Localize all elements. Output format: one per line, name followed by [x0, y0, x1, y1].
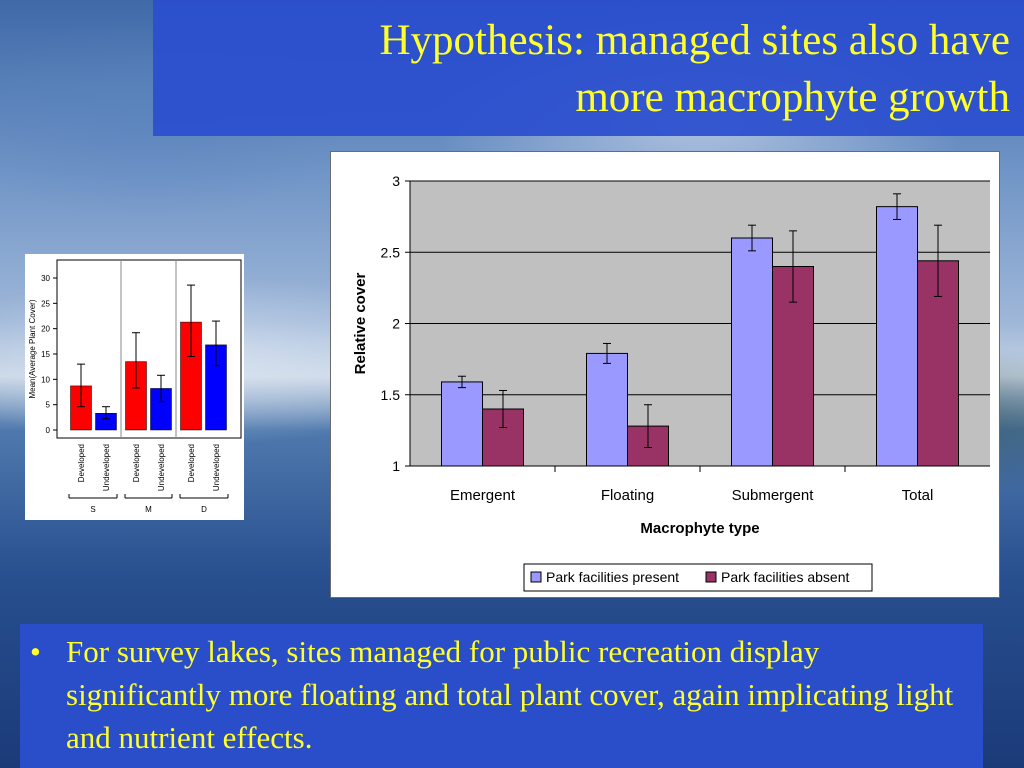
y-axis-title: Mean(Average Plant Cover) [28, 299, 37, 398]
x-tick-label: Undeveloped [102, 444, 111, 491]
bullet-marker: • [30, 634, 41, 669]
y-tick-label: 5 [46, 401, 51, 410]
y-tick-label: 3 [392, 173, 400, 189]
slide-title-line-1: Hypothesis: managed sites also have [379, 17, 1010, 64]
x-tick-label: Developed [77, 444, 86, 482]
group-label: D [201, 505, 207, 514]
slide-title-line-2: more macrophyte growth [575, 74, 1010, 121]
y-axis-title: Relative cover [352, 272, 369, 374]
x-tick-label: Emergent [450, 487, 516, 504]
bullet-banner [20, 624, 983, 768]
x-tick-label: Undeveloped [157, 444, 166, 491]
y-tick-label: 2.5 [381, 244, 401, 260]
x-tick-label: Developed [132, 444, 141, 482]
bullet-text: For survey lakes, sites managed for publ… [66, 634, 954, 755]
x-tick-label: Developed [187, 444, 196, 482]
bar [441, 381, 483, 467]
legend-swatch-present [530, 571, 542, 583]
legend-swatch-absent [705, 571, 717, 583]
bar [731, 237, 773, 467]
y-tick-label: 1.5 [381, 387, 401, 403]
legend-label-present: Park facilities present [546, 569, 679, 585]
title-banner [153, 0, 1024, 136]
x-axis-title: Macrophyte type [640, 520, 759, 537]
x-tick-label: Submergent [732, 487, 815, 504]
x-tick-label: Undeveloped [212, 444, 221, 491]
group-label: M [145, 505, 152, 514]
group-label: S [90, 505, 95, 514]
y-tick-label: 2 [392, 316, 400, 332]
y-tick-label: 1 [392, 458, 400, 474]
y-tick-label: 30 [41, 274, 50, 283]
y-tick-label: 15 [41, 350, 50, 359]
legend-label-absent: Park facilities absent [721, 569, 850, 585]
bar [876, 206, 918, 467]
y-tick-label: 10 [41, 375, 50, 384]
small-bar-chart-panel: 0 5 10 15 20 25 30 Mean(Average Plant Cover) Dev… [25, 254, 244, 520]
x-tick-label: Floating [601, 487, 654, 504]
y-tick-label: 0 [46, 426, 51, 435]
main-bar-chart-panel: 1 1.5 2 2.5 3 Emergent Floating Submergent Total… [330, 151, 1000, 598]
y-tick-label: 25 [41, 299, 50, 308]
small-bar-chart: 0 5 10 15 20 25 30 Mean(Average Plant Cover) Dev… [28, 259, 242, 514]
bullet-item: • For survey lakes, sites managed for pu… [30, 630, 975, 759]
legend-box [523, 563, 873, 592]
plot-frame [56, 259, 242, 439]
main-bar-chart: 1 1.5 2 2.5 3 Emergent Floating Submergent Total… [352, 173, 990, 592]
bar [586, 352, 628, 467]
y-tick-label: 20 [41, 325, 50, 334]
x-tick-label: Total [902, 487, 934, 504]
slide-title: Hypothesis: managed sites also have more… [170, 12, 1010, 126]
